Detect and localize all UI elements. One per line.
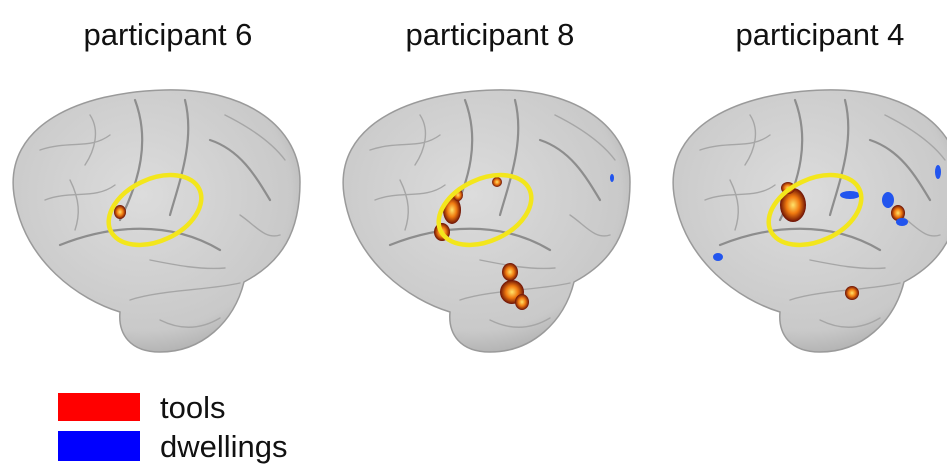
panel-title: participant 8 bbox=[406, 17, 575, 52]
panel-title: participant 6 bbox=[84, 17, 253, 52]
legend-label: dwellings bbox=[160, 429, 288, 464]
panel-title: participant 4 bbox=[736, 17, 905, 52]
legend-swatch bbox=[58, 431, 140, 461]
legend-swatch bbox=[58, 393, 140, 421]
legend-label: tools bbox=[160, 390, 225, 425]
brain-panel bbox=[672, 88, 947, 354]
brain-panel bbox=[12, 88, 302, 354]
brain-panel bbox=[342, 88, 632, 354]
